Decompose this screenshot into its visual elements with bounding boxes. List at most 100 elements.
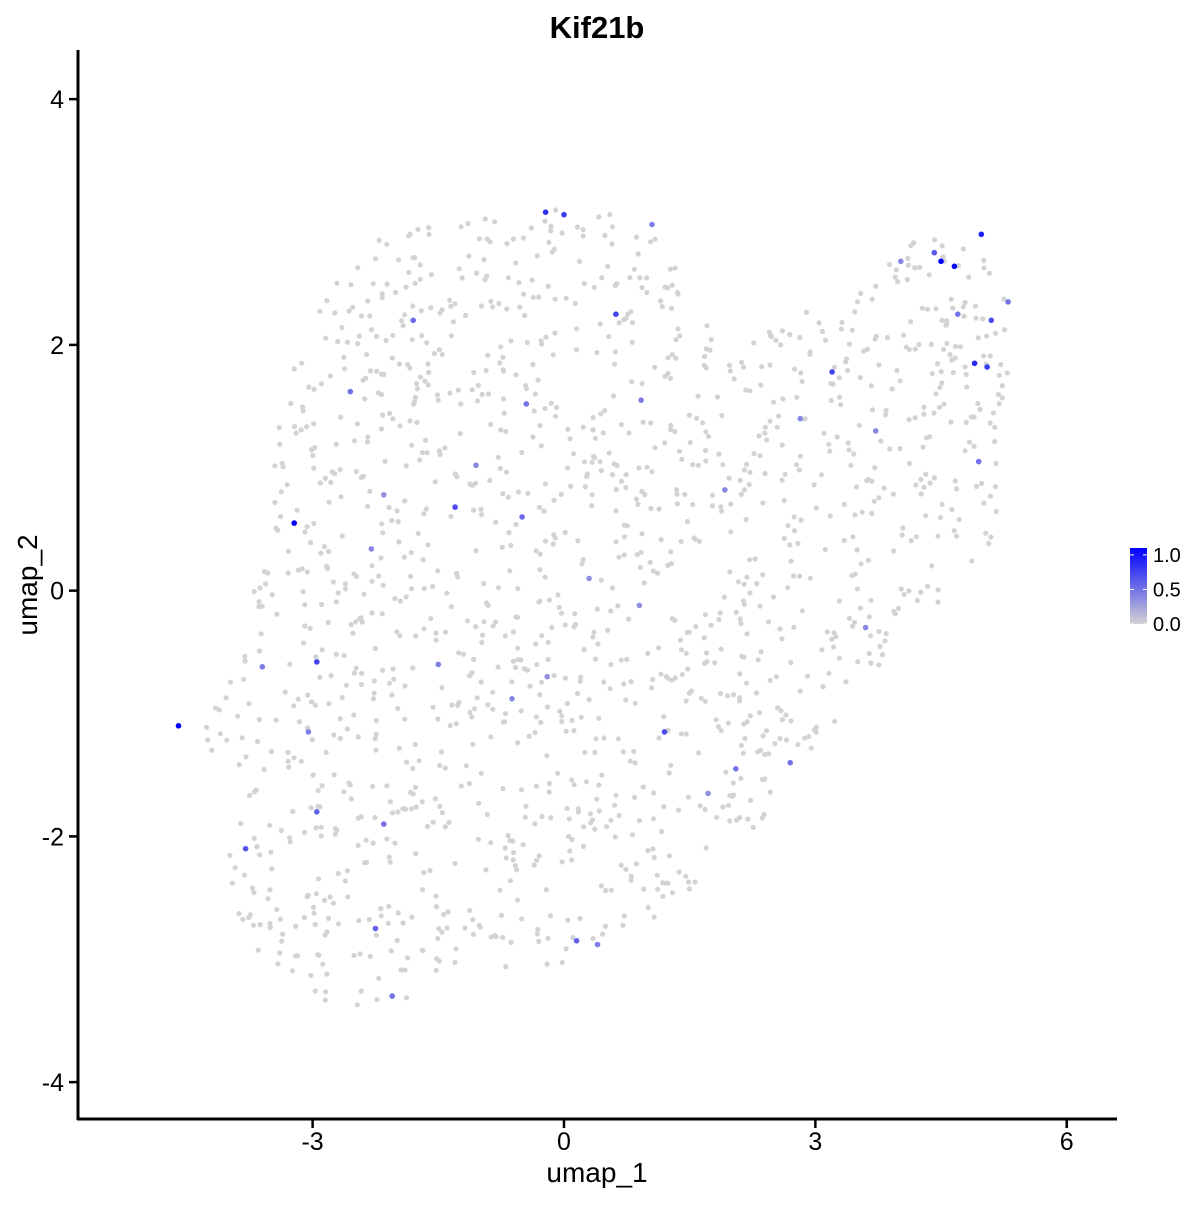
data-point	[905, 255, 911, 262]
data-point	[772, 741, 778, 747]
data-point	[774, 424, 780, 430]
data-point	[572, 300, 578, 307]
data-point	[763, 728, 770, 734]
data-point	[381, 371, 387, 378]
data-point	[503, 855, 509, 861]
data-point	[488, 840, 494, 846]
data-point	[987, 420, 993, 426]
data-point	[647, 239, 654, 245]
data-point	[355, 340, 361, 347]
data-point	[388, 948, 394, 954]
data-point	[884, 334, 891, 341]
data-point	[374, 368, 380, 374]
data-point	[895, 279, 901, 285]
data-point	[635, 501, 641, 507]
data-point	[645, 904, 651, 911]
data-point	[777, 736, 783, 742]
data-point	[911, 240, 917, 246]
data-point	[534, 931, 541, 937]
data-point	[606, 334, 612, 340]
data-point	[423, 506, 429, 512]
data-point	[706, 433, 712, 440]
data-point	[677, 637, 684, 643]
data-point	[242, 658, 248, 664]
data-point	[419, 799, 425, 805]
data-point	[740, 750, 747, 756]
data-point	[638, 549, 644, 555]
data-point	[702, 447, 709, 454]
data-point	[720, 462, 726, 468]
data-point	[469, 714, 475, 720]
data-point	[939, 380, 945, 386]
data-point	[727, 569, 733, 575]
data-point	[275, 961, 281, 967]
data-point	[502, 845, 508, 851]
data-point	[641, 580, 647, 586]
data-point	[425, 382, 431, 388]
data-point	[645, 848, 651, 854]
data-point	[744, 574, 750, 580]
data-point	[324, 565, 331, 572]
data-point	[410, 317, 417, 324]
data-point	[373, 747, 379, 753]
data-point	[355, 265, 361, 271]
data-point	[766, 751, 772, 757]
data-point	[379, 291, 385, 297]
data-point	[685, 666, 691, 672]
data-point	[342, 366, 348, 372]
data-point	[598, 411, 604, 417]
data-point	[372, 645, 378, 652]
data-point	[544, 961, 550, 967]
data-point	[296, 719, 302, 725]
data-point	[626, 616, 632, 622]
data-point	[674, 491, 680, 497]
data-point	[759, 815, 765, 821]
colorbar-tick-label: 1.0	[1153, 545, 1181, 567]
data-point	[293, 430, 299, 436]
data-point	[693, 624, 699, 630]
data-point	[298, 427, 304, 433]
data-point	[384, 281, 390, 287]
data-point	[387, 799, 393, 805]
data-point	[544, 753, 550, 759]
data-point	[854, 547, 860, 553]
data-point	[304, 725, 311, 731]
data-point	[618, 422, 624, 428]
data-point	[738, 491, 745, 497]
data-point	[708, 336, 714, 343]
data-point	[414, 386, 421, 392]
data-point	[667, 375, 674, 381]
data-point	[941, 401, 947, 407]
data-point	[931, 249, 938, 256]
data-point	[668, 305, 675, 311]
data-point	[650, 568, 657, 574]
data-point	[943, 322, 949, 328]
data-point	[654, 872, 660, 878]
data-point	[938, 369, 944, 375]
data-point	[456, 650, 462, 656]
data-point	[621, 552, 627, 558]
data-point	[478, 506, 484, 512]
data-point	[669, 352, 675, 358]
data-point	[327, 894, 333, 900]
data-point	[241, 676, 247, 682]
data-point	[227, 852, 233, 858]
data-point	[779, 717, 786, 723]
data-point	[242, 845, 249, 852]
data-point	[620, 749, 626, 755]
data-point	[690, 462, 696, 468]
y-tick-label: -4	[42, 1069, 64, 1097]
data-point	[356, 918, 362, 924]
data-point	[598, 468, 605, 474]
data-point	[651, 914, 657, 920]
data-point	[378, 555, 384, 561]
data-point	[467, 907, 473, 914]
data-point	[476, 800, 482, 806]
data-point	[302, 529, 308, 535]
data-point	[311, 465, 317, 471]
data-point	[315, 952, 321, 958]
colorbar-ticks: 0.0 0.5 1.0	[1130, 545, 1181, 636]
data-point	[519, 916, 525, 922]
data-point	[656, 735, 662, 741]
data-point	[650, 846, 656, 852]
